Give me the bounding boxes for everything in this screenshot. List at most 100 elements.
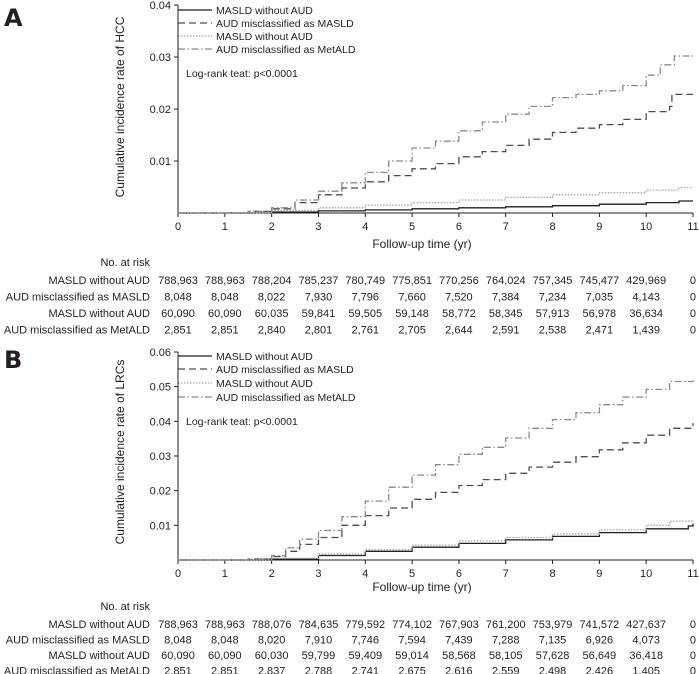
legend-b-entry-3: MASLD without AUD: [216, 378, 313, 390]
plot-area-b: 0 1 2 3 4 5 6 7 8 9 10 11 0.01 0.02 0.03 0.04 0.05 0.06: [150, 347, 699, 580]
risk-row-label-b: MASLD without AUD: [49, 650, 151, 662]
x-tick-label-b: 2: [269, 568, 275, 580]
y-tick-label-a: 0.03: [150, 52, 171, 64]
y-tick-label-b: 0.03: [150, 451, 171, 463]
risk-row-label-b: MASLD without AUD: [49, 619, 151, 631]
risk-cell-b: 2,675: [398, 666, 426, 674]
risk-cell-a: 775,851: [392, 275, 432, 287]
x-tick-label-a: 9: [596, 221, 602, 233]
risk-cell-b: 7,439: [445, 635, 473, 647]
risk-cell-b: 60,030: [255, 650, 289, 662]
legend-a-entry-1: MASLD without AUD: [216, 5, 313, 17]
risk-cell-a: 0: [690, 292, 696, 304]
risk-cell-a: 57,913: [536, 308, 570, 320]
risk-table-header-b: No. at risk: [100, 601, 150, 613]
logrank-annotation-b: Log-rank teat: p<0.0001: [186, 416, 298, 428]
y-axis-title-b: Cumulative incidence rate of LRCs: [113, 360, 127, 545]
risk-cell-a: 4,143: [632, 292, 660, 304]
x-tick-label-a: 5: [409, 221, 415, 233]
x-tick-label-a: 8: [549, 221, 555, 233]
risk-cell-b: 741,572: [579, 619, 619, 631]
legend-b-entry-2: AUD misclassified as MASLD: [216, 364, 354, 376]
risk-cell-a: 2,851: [164, 325, 192, 337]
risk-cell-b: 59,409: [348, 650, 382, 662]
risk-cell-a: 2,471: [586, 325, 614, 337]
risk-cell-a: 788,204: [252, 275, 292, 287]
x-tick-label-a: 4: [362, 221, 368, 233]
x-tick-label-a: 0: [175, 221, 181, 233]
legend-b-entry-4: AUD misclassified as MetALD: [216, 392, 356, 404]
risk-cell-a: 2,801: [305, 325, 333, 337]
panel-a-label: A: [4, 4, 23, 32]
risk-table-a: No. at risk MASLD without AUD 788,963 788,9…: [4, 257, 696, 337]
risk-cell-b: 8,048: [164, 635, 192, 647]
risk-row-label-a: AUD misclassified as MetALD: [4, 325, 150, 337]
risk-row-label-a: AUD misclassified as MASLD: [6, 292, 150, 304]
series-line-b-4-dashdot: [178, 380, 694, 561]
risk-cell-a: 7,234: [539, 292, 567, 304]
risk-cell-b: 2,851: [211, 666, 239, 674]
risk-cell-a: 788,963: [205, 275, 245, 287]
risk-cell-a: 770,256: [439, 275, 479, 287]
risk-cell-a: 58,772: [442, 308, 476, 320]
x-tick-label-b: 3: [315, 568, 321, 580]
risk-cell-b: 4,073: [632, 635, 660, 647]
risk-cell-a: 2,761: [352, 325, 380, 337]
legend-a-entry-4: AUD misclassified as MetALD: [216, 44, 356, 56]
risk-cell-a: 780,749: [345, 275, 385, 287]
risk-cell-b: 2,851: [164, 666, 192, 674]
risk-cell-a: 0: [690, 308, 696, 320]
risk-cell-a: 8,022: [258, 292, 286, 304]
risk-cell-b: 0: [690, 666, 696, 674]
risk-cell-b: 2,837: [258, 666, 286, 674]
risk-cell-a: 8,048: [211, 292, 239, 304]
x-tick-label-a: 3: [315, 221, 321, 233]
risk-cell-a: 764,024: [486, 275, 526, 287]
risk-cell-b: 0: [690, 650, 696, 662]
risk-cell-a: 745,477: [579, 275, 619, 287]
series-line-b-2-dashed: [178, 423, 694, 561]
risk-cell-b: 767,903: [439, 619, 479, 631]
risk-cell-b: 784,635: [299, 619, 339, 631]
x-tick-label-b: 0: [175, 568, 181, 580]
risk-cell-b: 56,649: [583, 650, 617, 662]
x-tick-label-a: 7: [503, 221, 509, 233]
risk-cell-b: 2,788: [305, 666, 333, 674]
risk-cell-a: 7,384: [492, 292, 520, 304]
risk-cell-b: 2,426: [586, 666, 614, 674]
risk-cell-a: 2,644: [445, 325, 473, 337]
risk-cell-a: 0: [690, 275, 696, 287]
risk-cell-a: 0: [690, 325, 696, 337]
risk-cell-b: 59,014: [395, 650, 429, 662]
risk-cell-a: 59,148: [395, 308, 429, 320]
y-tick-label-b: 0.06: [150, 347, 171, 359]
legend-a: MASLD without AUD AUD misclassified as M…: [178, 5, 356, 56]
risk-cell-a: 7,660: [398, 292, 426, 304]
x-tick-label-b: 11: [687, 568, 698, 580]
risk-cell-a: 2,591: [492, 325, 520, 337]
x-axis-title-b: Follow-up time (yr): [372, 580, 471, 594]
risk-cell-a: 7,035: [586, 292, 614, 304]
risk-cell-b: 60,090: [208, 650, 242, 662]
logrank-annotation-a: Log-rank teat: p<0.0001: [186, 68, 298, 80]
risk-cell-b: 788,963: [205, 619, 245, 631]
risk-table-header-a: No. at risk: [100, 257, 150, 269]
risk-cell-b: 1,405: [632, 666, 660, 674]
x-tick-label-b: 6: [456, 568, 462, 580]
plot-area-a: 0 1 2 3 4 5 6 7 8 9 10 11 0.01 0.02 0.03 0.04: [150, 0, 699, 233]
risk-cell-b: 57,628: [536, 650, 570, 662]
risk-cell-b: 0: [690, 635, 696, 647]
y-tick-label-b: 0.04: [150, 416, 171, 428]
y-tick-label-a: 0.02: [150, 104, 171, 116]
y-tick-label-b: 0.01: [150, 520, 171, 532]
y-tick-label-a: 0.01: [150, 156, 171, 168]
risk-cell-b: 60,090: [161, 650, 195, 662]
risk-cell-b: 7,910: [305, 635, 333, 647]
risk-cell-a: 788,963: [158, 275, 198, 287]
x-tick-label-a: 10: [640, 221, 652, 233]
x-tick-label-a: 11: [687, 221, 698, 233]
x-tick-label-b: 9: [596, 568, 602, 580]
series-line-a-3-dotted: [178, 186, 693, 214]
risk-cell-a: 2,538: [539, 325, 567, 337]
risk-cell-b: 6,926: [586, 635, 614, 647]
